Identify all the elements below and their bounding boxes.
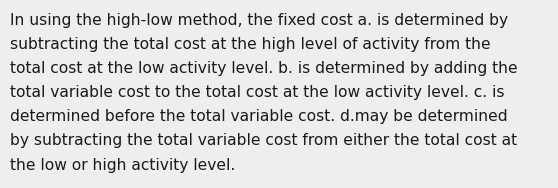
Text: by subtracting the total variable cost from either the total cost at: by subtracting the total variable cost f… (10, 133, 517, 149)
Text: total cost at the low activity level. b. is determined by adding the: total cost at the low activity level. b.… (10, 61, 518, 76)
Text: the low or high activity level.: the low or high activity level. (10, 158, 235, 173)
Text: determined before the total variable cost. d.may be determined: determined before the total variable cos… (10, 109, 508, 124)
Text: total variable cost to the total cost at the low activity level. c. is: total variable cost to the total cost at… (10, 85, 504, 100)
Text: In using the high-low method, the fixed cost a. is determined by: In using the high-low method, the fixed … (10, 13, 508, 28)
Text: subtracting the total cost at the high level of activity from the: subtracting the total cost at the high l… (10, 37, 490, 52)
